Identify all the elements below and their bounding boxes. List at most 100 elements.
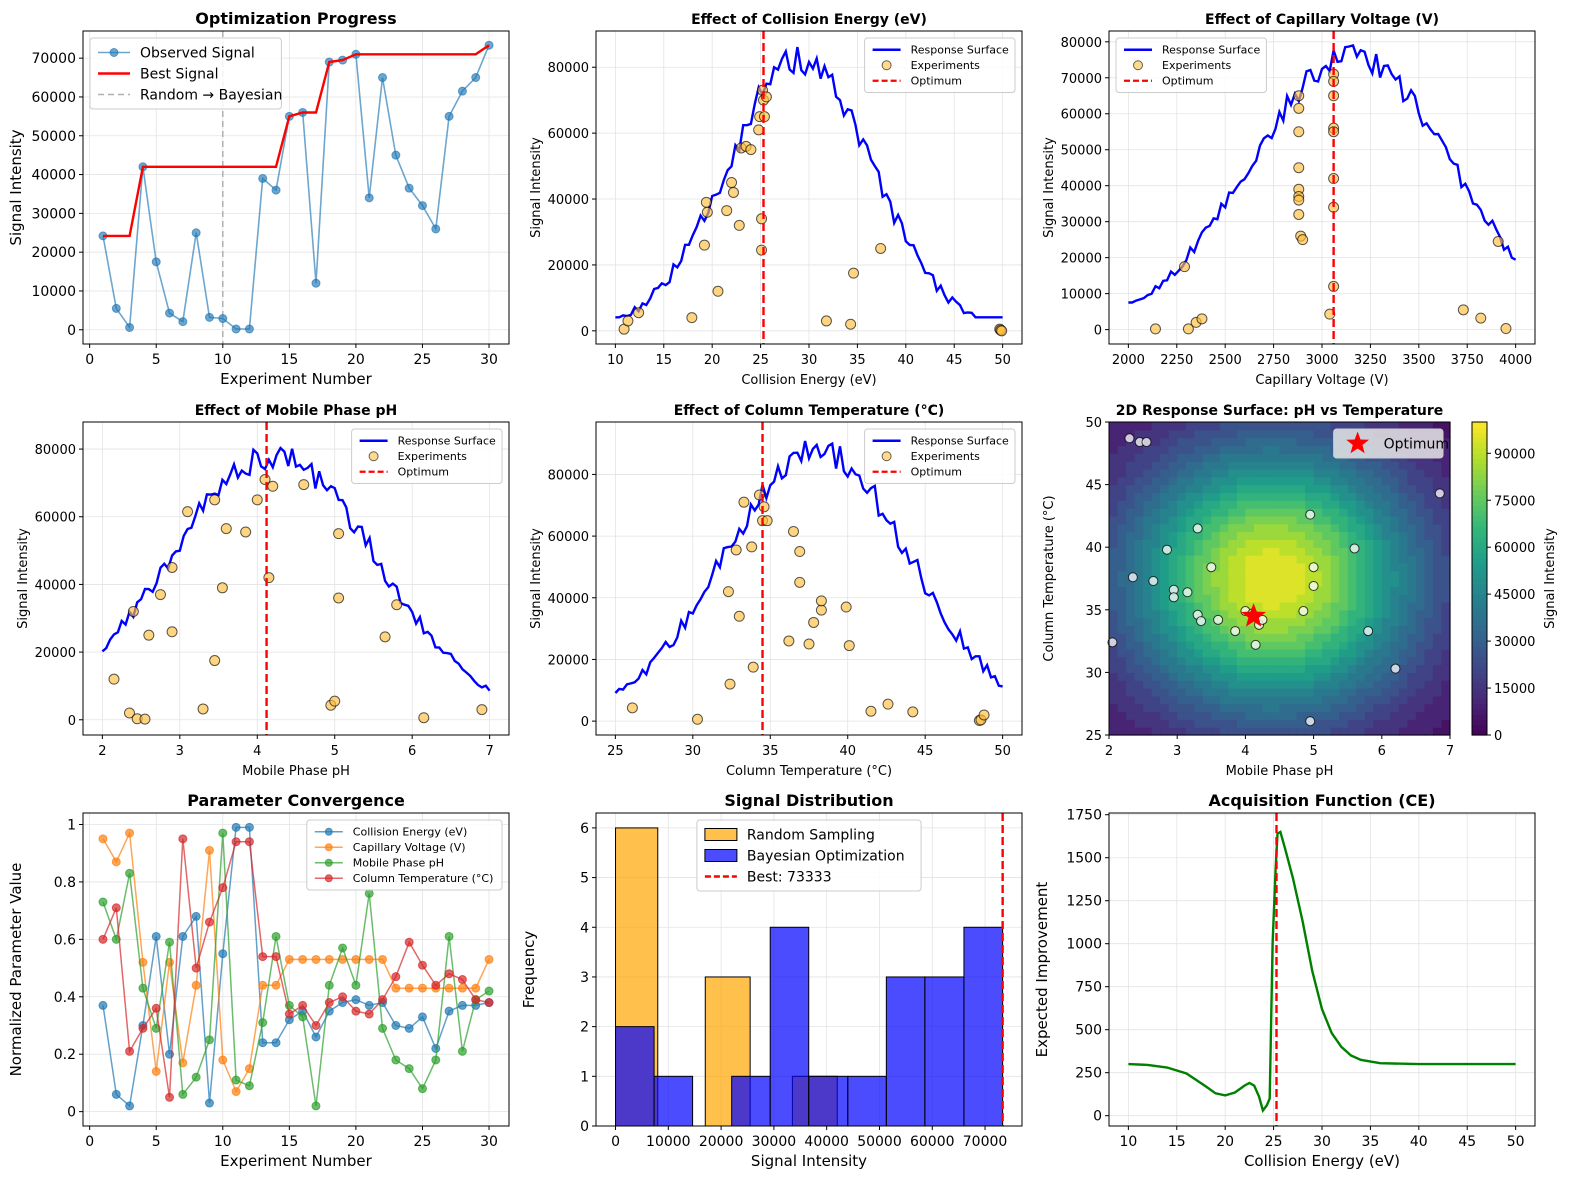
heatmap-cell xyxy=(1279,547,1289,556)
legend-label: Response Surface xyxy=(1162,44,1260,57)
heatmap-cell xyxy=(1143,523,1153,533)
heatmap-cell xyxy=(1202,422,1212,431)
heatmap-cell xyxy=(1126,641,1136,650)
heatmap-cell xyxy=(1168,570,1178,580)
heatmap-cell xyxy=(1143,539,1153,548)
heatmap-cell xyxy=(1245,664,1255,673)
heatmap-cell xyxy=(1424,688,1434,697)
heatmap-cell xyxy=(1339,703,1349,713)
heatmap-cell xyxy=(1305,609,1315,619)
heatmap-cell xyxy=(1126,695,1136,705)
heatmap-cell xyxy=(1117,711,1127,720)
legend-label: Optimum xyxy=(911,75,962,88)
heatmap-cell xyxy=(1117,688,1127,697)
heatmap-cell xyxy=(1143,625,1153,634)
panel-p2: 10 15 20 25 30 35 40 45 50020000400006000080000E… xyxy=(529,12,1023,388)
heatmap-cell xyxy=(1177,570,1187,580)
heatmap-cell xyxy=(1398,508,1408,517)
heatmap-cell xyxy=(1424,492,1434,501)
heatmap-cell xyxy=(1253,453,1264,462)
heatmap-cell xyxy=(1228,555,1238,564)
heatmap-cell xyxy=(1168,664,1178,673)
experiment-point xyxy=(698,239,710,251)
heatmap-cell xyxy=(1313,727,1323,736)
heatmap-cell xyxy=(1177,539,1187,548)
heatmap-cell xyxy=(1305,515,1315,525)
heatmap-cell xyxy=(1211,500,1221,509)
heatmap-cell xyxy=(1143,601,1153,611)
heatmap-cell xyxy=(1143,468,1153,478)
heatmap-cell xyxy=(1202,468,1212,478)
experiment-point xyxy=(418,712,430,724)
heatmap-cell xyxy=(1117,641,1127,650)
data-point-observed xyxy=(364,193,374,203)
heatmap-cell xyxy=(1279,727,1289,736)
heatmap-cell xyxy=(1177,555,1187,564)
heatmap-cell xyxy=(1424,609,1434,619)
heatmap-cell xyxy=(1177,422,1187,431)
data-point-observed xyxy=(471,73,481,83)
heatmap-cell xyxy=(1117,601,1127,611)
heatmap-cell xyxy=(1407,695,1417,705)
heatmap-cell xyxy=(1279,453,1289,462)
heatmap-cell xyxy=(1364,555,1374,564)
heatmap-cell xyxy=(1279,680,1289,689)
y-tick-label: 80000 xyxy=(548,61,589,76)
data-point xyxy=(231,822,241,832)
heatmap-cell xyxy=(1339,688,1349,697)
heatmap-cell xyxy=(1322,672,1332,681)
data-point-observed xyxy=(111,303,121,313)
experiment-point xyxy=(166,626,178,638)
heatmap-cell xyxy=(1398,523,1408,533)
heatmap-cell xyxy=(1202,695,1212,705)
heatmap-cell xyxy=(1339,555,1349,564)
experiment-point xyxy=(1196,616,1207,627)
heatmap-cell xyxy=(1322,719,1332,728)
heatmap-cell xyxy=(1126,711,1136,720)
experiment-point xyxy=(197,703,209,715)
heatmap-cell xyxy=(1262,555,1272,564)
heatmap-cell xyxy=(1151,711,1161,720)
experiment-point xyxy=(1148,576,1159,587)
heatmap-cell xyxy=(1211,570,1221,580)
data-point xyxy=(404,1064,414,1074)
heatmap-cell xyxy=(1322,484,1332,494)
heatmap-cell xyxy=(1109,492,1119,501)
heatmap-cell xyxy=(1160,656,1170,666)
heatmap-cell xyxy=(1330,578,1340,587)
heatmap-cell xyxy=(1398,648,1408,658)
heatmap-cell xyxy=(1143,422,1153,431)
heatmap-cell xyxy=(1381,625,1391,634)
y-tick-label: 60000 xyxy=(31,90,76,106)
heatmap-cell xyxy=(1279,601,1289,611)
heatmap-cell xyxy=(1236,437,1246,447)
heatmap-cell xyxy=(1441,672,1451,681)
heatmap-cell xyxy=(1134,461,1144,470)
heatmap-cell xyxy=(1211,539,1221,548)
data-point xyxy=(484,986,494,996)
colorbar-segment xyxy=(1472,651,1487,658)
heatmap-cell xyxy=(1134,500,1144,509)
data-point xyxy=(98,934,108,944)
heatmap-cell xyxy=(1202,688,1212,697)
heatmap-cell xyxy=(1398,617,1408,627)
heatmap-cell xyxy=(1194,688,1204,697)
heatmap-cell xyxy=(1236,625,1246,634)
heatmap-cell xyxy=(1313,672,1323,681)
heatmap-cell xyxy=(1109,680,1119,689)
heatmap-cell xyxy=(1117,531,1127,540)
heatmap-cell xyxy=(1109,468,1119,478)
y-tick-label: 0 xyxy=(1094,324,1102,339)
heatmap-cell xyxy=(1441,453,1451,462)
x-tick-label: 7 xyxy=(485,744,493,759)
experiment-point xyxy=(298,479,310,491)
y-tick-label: 0.8 xyxy=(54,875,76,891)
heatmap-cell xyxy=(1407,727,1417,736)
heatmap-cell xyxy=(1177,562,1187,572)
experiment-point xyxy=(1492,235,1504,247)
experiment-point xyxy=(240,526,252,538)
heatmap-cell xyxy=(1219,625,1229,634)
y-tick-label: 5 xyxy=(580,871,589,887)
heatmap-cell xyxy=(1415,461,1426,470)
heatmap-cell xyxy=(1151,515,1161,525)
